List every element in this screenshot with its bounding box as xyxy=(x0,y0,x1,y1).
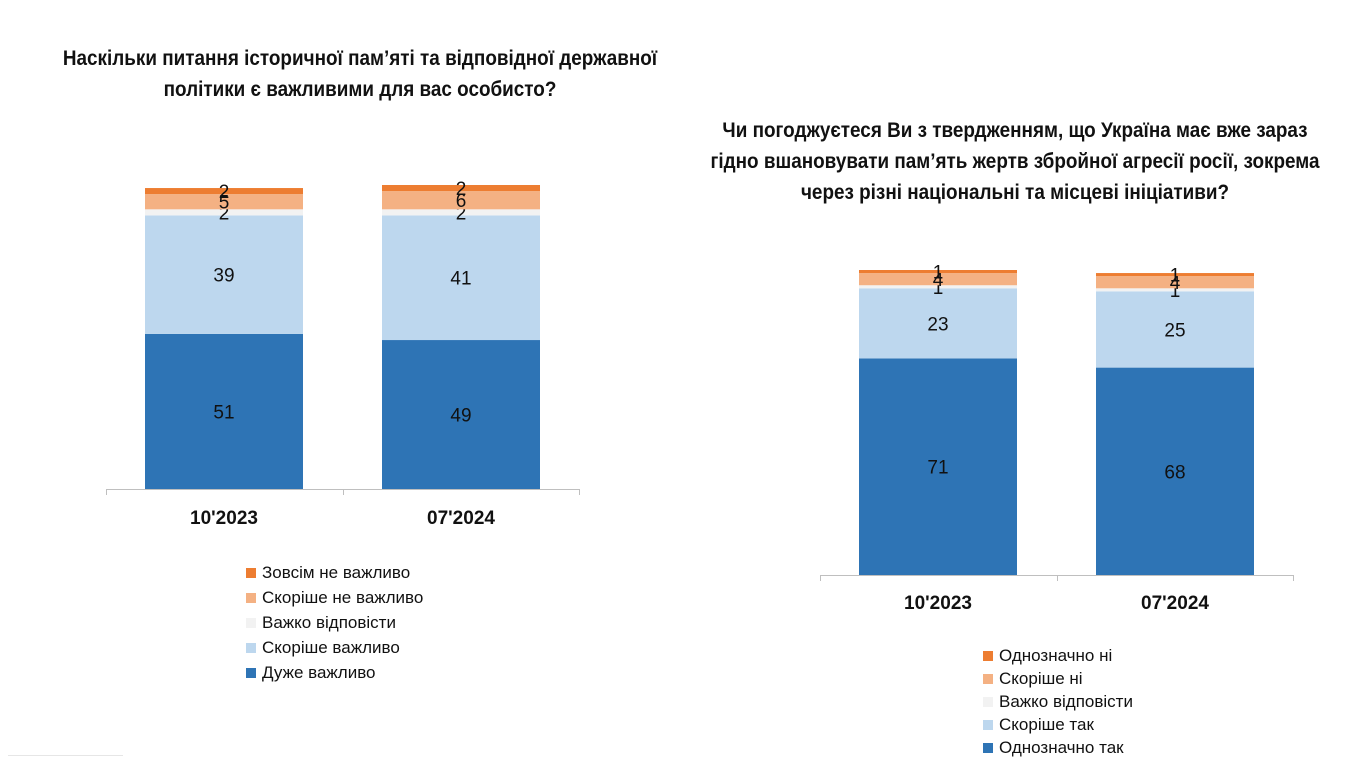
legend-item: Однозначно ні xyxy=(983,644,1133,667)
legend-item: Однозначно так xyxy=(983,736,1133,759)
data-label: 1 xyxy=(933,278,944,299)
legend-label: Скоріше важливо xyxy=(262,638,400,657)
category-label: 10'2023 xyxy=(904,593,972,614)
bar-segment xyxy=(859,270,1017,274)
legend-item: Зовсім не важливо xyxy=(246,560,423,585)
legend-label: Однозначно ні xyxy=(999,646,1113,665)
data-label: 2 xyxy=(456,179,467,200)
bar-segment xyxy=(145,194,303,210)
legend-label: Скоріше так xyxy=(999,715,1094,734)
data-label: 51 xyxy=(213,402,234,423)
data-label: 1 xyxy=(1170,281,1181,302)
legend-item: Важко відповісти xyxy=(246,610,423,635)
data-label: 68 xyxy=(1164,462,1185,483)
legend-swatch xyxy=(246,567,256,578)
legend-item: Скоріше так xyxy=(983,713,1133,736)
data-label: 2 xyxy=(219,182,230,203)
chart1-legend: Зовсім не важливо Скоріше не важливо Важко… xyxy=(246,560,423,685)
legend-label: Важко відповісти xyxy=(999,692,1133,711)
data-label: 1 xyxy=(933,263,944,284)
data-label: 2 xyxy=(456,203,467,224)
bar-segment xyxy=(1096,367,1254,575)
bar-segment xyxy=(1096,288,1254,292)
legend-swatch xyxy=(983,650,993,661)
data-label: 2 xyxy=(219,203,230,224)
bar-segment xyxy=(382,191,540,210)
legend-label: Зовсім не важливо xyxy=(262,563,411,582)
bar-segment xyxy=(1096,291,1254,368)
footer-divider xyxy=(8,755,123,756)
chart1-title: Наскільки питання історичної пам’яті та … xyxy=(62,47,658,101)
legend-swatch xyxy=(983,719,993,730)
bar-segment xyxy=(859,285,1017,289)
data-label: 4 xyxy=(933,270,944,291)
legend-swatch xyxy=(246,592,256,603)
legend-item: Важко відповісти xyxy=(983,690,1133,713)
data-label: 39 xyxy=(213,266,234,287)
bar-segment xyxy=(859,358,1017,575)
data-label: 25 xyxy=(1164,320,1185,341)
legend-item: Скоріше ні xyxy=(983,667,1133,690)
data-label: 1 xyxy=(1170,266,1181,287)
chart2-legend: Однозначно ні Скоріше ні Важко відповісти С… xyxy=(983,644,1133,759)
legend-item: Дуже важливо xyxy=(246,660,423,685)
data-label: 4 xyxy=(1170,273,1181,294)
legend-label: Дуже важливо xyxy=(262,663,376,682)
bar-segment xyxy=(145,215,303,334)
data-label: 41 xyxy=(450,269,471,290)
bar-segment xyxy=(859,288,1017,359)
bar-segment xyxy=(382,340,540,489)
legend-item: Скоріше не важливо xyxy=(246,585,423,610)
legend-swatch xyxy=(246,642,256,653)
bar-segment xyxy=(1096,276,1254,289)
bar-segment xyxy=(145,209,303,216)
data-label: 71 xyxy=(927,458,948,479)
data-label: 23 xyxy=(927,314,948,335)
category-label: 10'2023 xyxy=(190,508,258,529)
data-label: 49 xyxy=(450,406,471,427)
category-label: 07'2024 xyxy=(427,508,495,529)
bar-segment xyxy=(382,185,540,192)
bar-segment xyxy=(382,215,540,341)
data-label: 5 xyxy=(219,193,230,214)
legend-label: Важко відповісти xyxy=(262,613,396,632)
legend-swatch xyxy=(983,673,993,684)
legend-label: Скоріше не важливо xyxy=(262,588,424,607)
data-label: 6 xyxy=(456,191,467,212)
legend-label: Однозначно так xyxy=(999,738,1124,757)
bar-segment xyxy=(859,273,1017,286)
bar-segment xyxy=(382,209,540,216)
legend-swatch xyxy=(246,667,256,678)
category-label: 07'2024 xyxy=(1141,593,1209,614)
legend-swatch xyxy=(983,742,993,753)
legend-swatch xyxy=(983,696,993,707)
legend-swatch xyxy=(246,617,256,628)
legend-label: Скоріше ні xyxy=(999,669,1083,688)
bar-segment xyxy=(145,188,303,195)
chart2-title: Чи погоджуєтеся Ви з твердженням, що Укр… xyxy=(710,119,1320,204)
bar-segment xyxy=(1096,273,1254,277)
bar-segment xyxy=(145,333,303,489)
legend-item: Скоріше важливо xyxy=(246,635,423,660)
